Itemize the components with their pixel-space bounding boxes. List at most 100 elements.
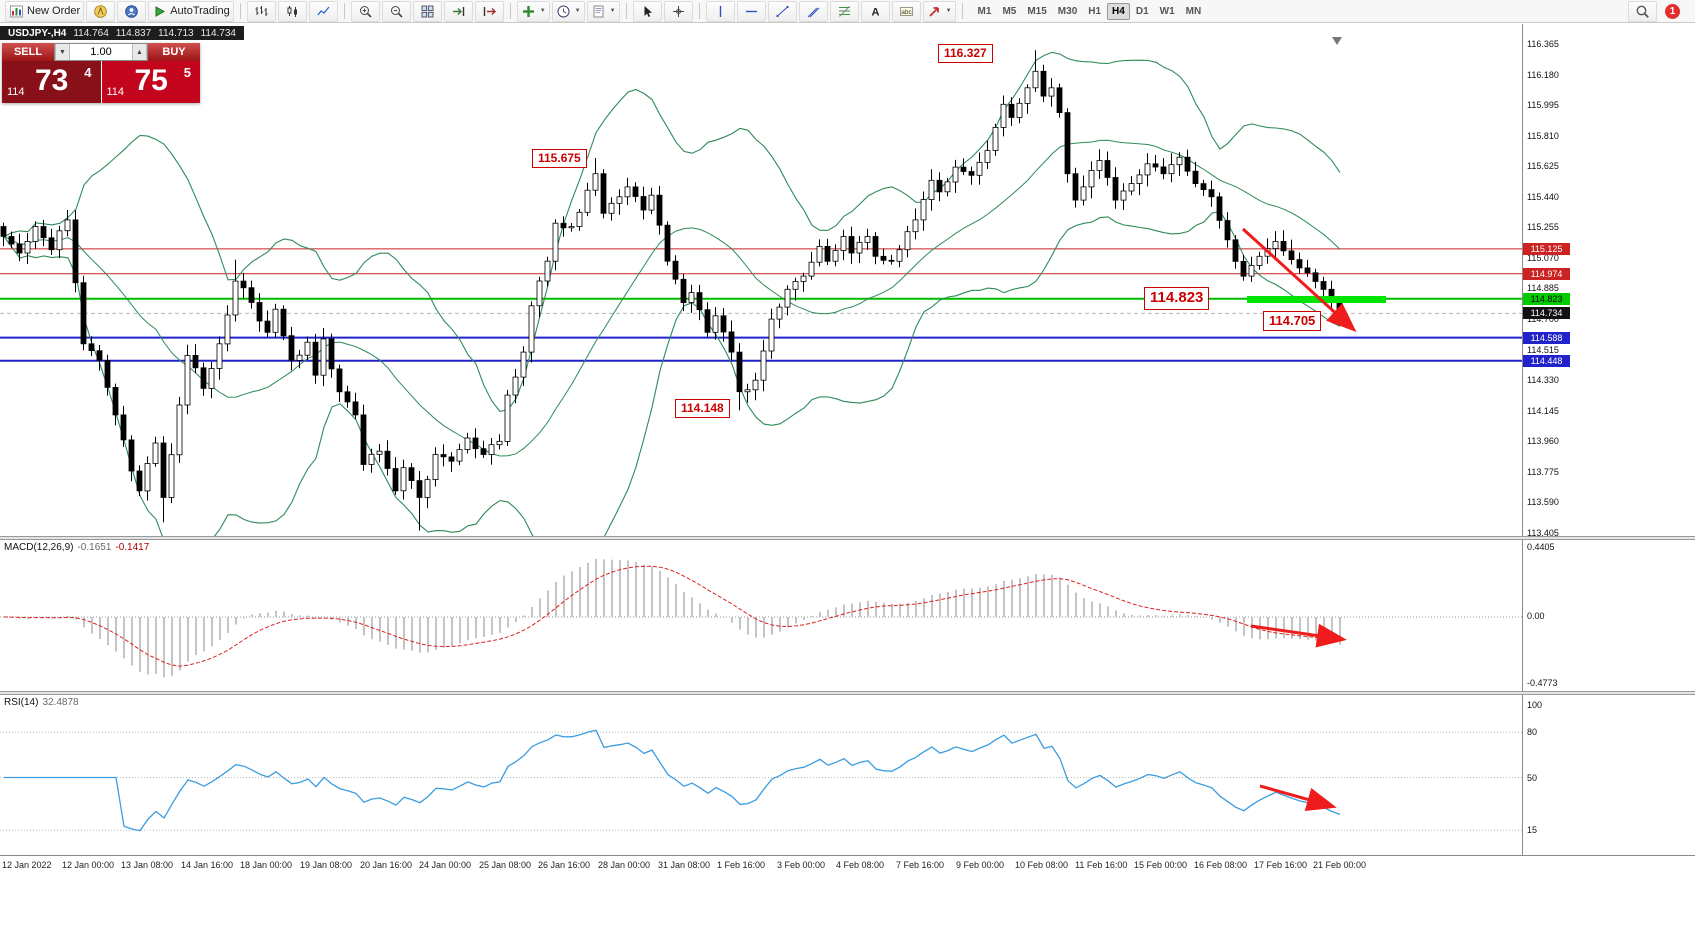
macd-splitter[interactable] <box>0 536 1695 540</box>
price-axis-tick: 113.405 <box>1527 528 1559 538</box>
trendline-button[interactable] <box>767 0 797 22</box>
volume-increase-button[interactable]: ▲ <box>132 44 147 60</box>
green-highlight-bar <box>1247 296 1386 303</box>
zoom-in-button[interactable] <box>350 0 380 22</box>
ohlc-low: 114.713 <box>158 27 194 39</box>
ask-price-panel[interactable]: 114 75 5 <box>101 61 200 103</box>
timeframe-m15-button[interactable]: M15 <box>1027 5 1047 17</box>
fibonacci-button[interactable] <box>829 0 859 22</box>
indicators-icon <box>521 4 536 19</box>
vertical-line-button[interactable] <box>705 0 735 22</box>
price-axis-tick: 114.885 <box>1527 283 1559 293</box>
rsi-axis-tick: 80 <box>1527 727 1538 737</box>
buy-button[interactable]: BUY <box>148 43 200 61</box>
metaeditor-button[interactable] <box>86 0 116 22</box>
text-label-button[interactable]: abc <box>891 0 921 22</box>
equidistant-channel-button[interactable] <box>798 0 828 22</box>
auto-scroll-icon <box>451 4 466 19</box>
timeframe-w1-button[interactable]: W1 <box>1159 5 1175 17</box>
macd-chart[interactable] <box>0 541 1522 691</box>
symbol-info-bar: USDJPY-,H4 114.764 114.837 114.713 114.7… <box>0 26 244 40</box>
community-icon <box>124 4 139 19</box>
time-axis-label: 28 Jan 00:00 <box>598 860 651 870</box>
candlestick-chart-button[interactable] <box>277 0 307 22</box>
time-axis-label: 18 Jan 00:00 <box>240 860 293 870</box>
templates-button[interactable]: ▼ <box>586 0 620 22</box>
tile-windows-button[interactable] <box>412 0 442 22</box>
crosshair-icon <box>671 4 686 19</box>
volume-input[interactable] <box>70 44 132 60</box>
price-note-116327: 116.327 <box>938 44 993 63</box>
timeframe-m5-button[interactable]: M5 <box>1002 5 1017 17</box>
timeframe-d1-button[interactable]: D1 <box>1135 5 1149 17</box>
price-axis-border <box>1522 24 1523 855</box>
timeframe-group: M1 M5 M15 M30 H1 H4 D1 W1 MN <box>973 2 1207 20</box>
toolbar-separator <box>509 3 511 19</box>
volume-decrease-button[interactable]: ▼ <box>55 44 70 60</box>
timeframe-mn-button[interactable]: MN <box>1185 5 1202 17</box>
horizontal-line-button[interactable] <box>736 0 766 22</box>
chart-shift-button[interactable] <box>474 0 504 22</box>
toolbar-separator <box>698 3 700 19</box>
candles-layer <box>0 50 1343 531</box>
line-chart-button[interactable] <box>308 0 338 22</box>
chart-shift-marker <box>1332 37 1342 45</box>
time-axis-label: 9 Feb 00:00 <box>956 860 1005 870</box>
notification-badge[interactable]: 1 <box>1665 3 1680 19</box>
sell-button[interactable]: SELL <box>2 43 54 61</box>
time-axis-label: 12 Jan 00:00 <box>62 860 115 870</box>
indicators-button[interactable]: ▼ <box>516 0 550 22</box>
timeframe-m30-button[interactable]: M30 <box>1057 5 1078 17</box>
bar-chart-button[interactable] <box>246 0 276 22</box>
rsi-axis-tick: 50 <box>1527 773 1538 783</box>
text-button[interactable]: A <box>860 0 890 22</box>
time-axis-label: 7 Feb 16:00 <box>896 860 945 870</box>
timeframe-h1-button[interactable]: H1 <box>1088 5 1102 17</box>
rsi-chart[interactable] <box>0 695 1522 855</box>
macd-label: MACD(12,26,9) -0.1651 -0.1417 <box>4 542 150 553</box>
time-axis-label: 4 Feb 08:00 <box>836 860 885 870</box>
time-axis-label: 26 Jan 16:00 <box>538 860 591 870</box>
time-axis-label: 15 Feb 00:00 <box>1134 860 1188 870</box>
zoom-out-button[interactable] <box>381 0 411 22</box>
price-axis-tick: 114.700 <box>1527 314 1559 324</box>
text-icon: A <box>868 4 883 19</box>
bid-price-panel[interactable]: 114 73 4 <box>2 61 101 103</box>
price-axis-tick: 114.515 <box>1527 345 1559 355</box>
price-chart[interactable] <box>0 0 1522 571</box>
price-axis-tick: 115.255 <box>1527 222 1559 232</box>
time-axis-label: 19 Jan 08:00 <box>300 860 353 870</box>
time-axis-label: 12 Jan 2022 <box>2 860 52 870</box>
price-note-114148: 114.148 <box>675 399 730 418</box>
time-axis-label: 14 Jan 16:00 <box>181 860 234 870</box>
auto-scroll-button[interactable] <box>443 0 473 22</box>
cursor-icon <box>640 4 655 19</box>
rsi-splitter[interactable] <box>0 691 1695 695</box>
autotrading-button[interactable]: AutoTrading <box>148 0 234 22</box>
trend-arrow-main <box>1241 227 1357 333</box>
search-button[interactable] <box>1628 0 1657 22</box>
toolbar-separator <box>343 3 345 19</box>
crosshair-button[interactable] <box>663 0 693 22</box>
chevron-down-icon: ▼ <box>609 8 616 14</box>
time-axis-label: 21 Feb 00:00 <box>1313 860 1367 870</box>
arrows-button[interactable]: ▼ <box>922 0 956 22</box>
community-button[interactable] <box>117 0 147 22</box>
ohlc-close: 114.734 <box>200 27 236 39</box>
arrows-icon <box>927 4 942 19</box>
chevron-down-icon: ▼ <box>574 8 581 14</box>
macd-signal-line <box>3 565 1341 667</box>
line-chart-icon <box>316 4 331 19</box>
timeframe-m1-button[interactable]: M1 <box>977 5 992 17</box>
new-order-button[interactable]: New Order <box>5 0 85 22</box>
time-axis-label: 25 Jan 08:00 <box>479 860 532 870</box>
cursor-button[interactable] <box>632 0 662 22</box>
price-axis-tick: 116.365 <box>1527 39 1559 49</box>
price-axis-tick: 115.625 <box>1527 161 1559 171</box>
periods-button[interactable]: ▼ <box>551 0 585 22</box>
time-axis-label: 10 Feb 08:00 <box>1015 860 1069 870</box>
candlestick-chart-icon <box>285 4 300 19</box>
timeframe-h4-button[interactable]: H4 <box>1107 2 1130 20</box>
bollinger-upper-band <box>3 51 1341 413</box>
